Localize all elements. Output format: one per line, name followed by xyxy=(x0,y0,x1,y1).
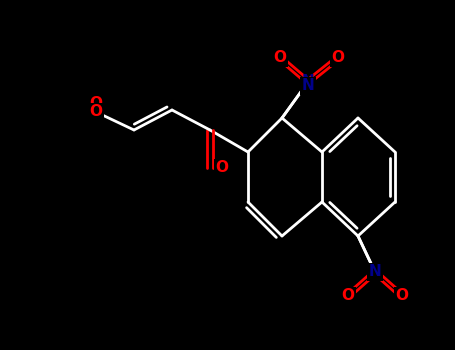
Text: O: O xyxy=(395,288,409,303)
Text: O: O xyxy=(342,288,354,303)
Text: O: O xyxy=(332,50,344,65)
Text: O: O xyxy=(332,50,344,65)
Text: O: O xyxy=(395,288,409,303)
Text: N: N xyxy=(369,265,381,280)
Text: O: O xyxy=(342,288,354,303)
Text: O: O xyxy=(273,50,287,65)
Text: N: N xyxy=(302,75,314,90)
Text: N: N xyxy=(369,265,381,280)
Text: O: O xyxy=(90,97,102,112)
Text: O: O xyxy=(216,161,228,175)
Text: O: O xyxy=(216,161,228,175)
Text: O: O xyxy=(273,50,287,65)
Text: N: N xyxy=(302,78,314,93)
Text: O: O xyxy=(90,105,102,119)
